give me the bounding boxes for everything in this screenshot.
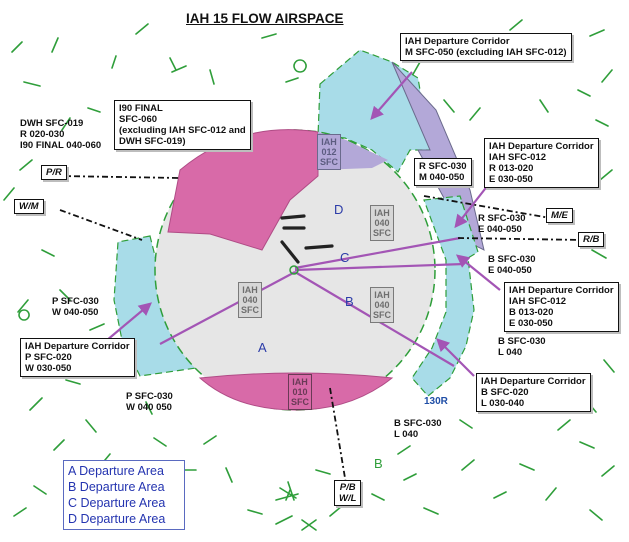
center-iah-040-right: IAH 040 SFC [370,287,394,323]
area-d-letter: D [334,202,344,217]
i90-final-sector [167,129,319,251]
legend-item-c: C Departure Area [68,496,166,510]
tag-p-b-w-l: P/B W/L [334,480,362,506]
p-sfc-w-label: P SFC-030 W 040-050 [52,296,99,318]
airport-center [289,265,299,275]
b-sfc-e-label: B SFC-030 E 040-050 [488,254,536,276]
corridor-m-box: IAH Departure Corridor M SFC-050 (excludi… [400,33,572,61]
corridor-east [411,195,479,397]
area-b-green-letter: B [374,456,383,471]
tag-m-e: M/E [546,208,573,223]
area-c-letter: C [340,250,350,265]
area-b-letter: B [345,294,354,309]
center-iah-010: IAH 010 SFC [288,374,312,410]
corridor-p-w-box: IAH Departure Corridor P SFC-020 W 030-05… [20,338,135,377]
legend-item-d: D Departure Area [68,512,166,526]
corridor-b-l-box: IAH Departure Corridor B SFC-020 L 030-04… [476,373,591,412]
area-boundaries [159,236,465,367]
r-sfc-m-box: R SFC-030 M 040-050 [414,158,472,186]
area-a-letter: A [258,340,267,355]
b-sfc-l-bottom-label: B SFC-030 L 040 [394,418,442,440]
corridor-b-e-box: IAH Departure Corridor IAH SFC-012 B 013-… [504,282,619,332]
runways [280,214,334,264]
legend-item-b: B Departure Area [68,480,165,494]
tag-w-m: W/M [14,199,44,214]
corridor-r-e-box: IAH Departure Corridor IAH SFC-012 R 013-… [484,138,599,188]
i90-final-box: I90 FINAL SFC-060 (excluding IAH SFC-012 … [114,100,251,150]
center-iah-040-left: IAH 040 SFC [238,282,262,318]
r-sfc-e-label: R SFC-030 E 040-050 [478,213,526,235]
legend: A Departure Area B Departure Area C Depa… [63,460,185,530]
tag-r-b: R/B [578,232,605,247]
center-iah-012: IAH 012 SFC [317,134,341,170]
map-title: IAH 15 FLOW AIRSPACE [186,11,344,26]
center-iah-040-upper: IAH 040 SFC [370,205,394,241]
runway-label: 130R [424,396,448,407]
p-sfc-w-bottom-label: P SFC-030 W 040 050 [126,391,173,413]
boundary-leader-lines [59,175,585,485]
b-sfc-l-right-label: B SFC-030 L 040 [498,336,546,358]
tag-p-r: P/R [41,165,67,180]
legend-item-a: A Departure Area [68,464,164,478]
dwh-info-label: DWH SFC-019 R 020-030 I90 FINAL 040-060 [20,118,102,151]
